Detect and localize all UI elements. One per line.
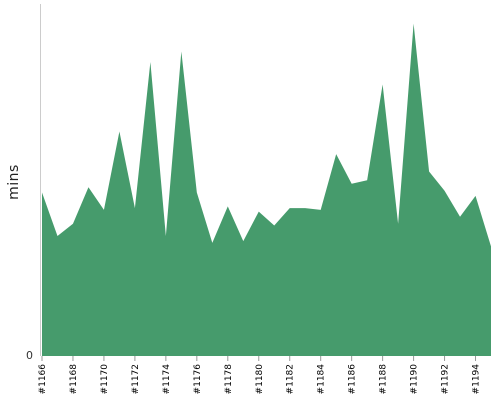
x-tick-label: #1178 — [224, 364, 234, 395]
area-series — [42, 23, 491, 356]
x-tick-label: #1188 — [379, 364, 389, 395]
y-axis-title: mins — [6, 164, 22, 200]
x-tick-label: #1172 — [131, 364, 141, 394]
x-tick-label: #1174 — [162, 364, 172, 395]
x-tick-label: #1176 — [193, 364, 203, 395]
x-tick-label: #1170 — [100, 364, 110, 395]
x-tick-label: #1192 — [441, 364, 451, 394]
x-tick-label: #1180 — [255, 364, 265, 395]
x-tick-label: #1168 — [69, 364, 79, 395]
x-tick-label: #1184 — [317, 364, 327, 395]
x-tick-label: #1166 — [38, 364, 48, 395]
x-tick-label: #1182 — [286, 364, 296, 394]
y-tick-label: 0 — [26, 349, 33, 362]
x-tick-label: #1194 — [472, 364, 482, 395]
x-axis-ticks: #1166 #1168 #1170 #1172 #1174 #1176 #1178 #1180… — [38, 356, 482, 394]
x-tick-label: #1186 — [348, 364, 358, 395]
x-tick-label: #1190 — [410, 364, 420, 395]
